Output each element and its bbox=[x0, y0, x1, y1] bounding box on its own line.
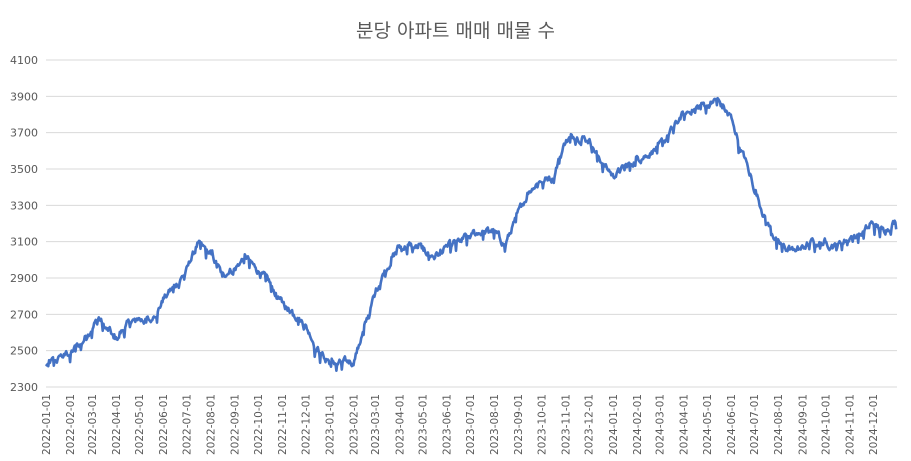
x-tick-label: 2024-06-01 bbox=[726, 394, 738, 455]
series-layer bbox=[44, 96, 898, 373]
x-tick-label: 2022-11-01 bbox=[277, 394, 289, 455]
x-tick-label: 2022-06-01 bbox=[158, 394, 170, 455]
x-tick-label: 2023-09-01 bbox=[513, 394, 525, 455]
chart-title: 분당 아파트 매매 매물 수 bbox=[356, 20, 555, 42]
x-tick-label: 2023-10-01 bbox=[536, 394, 548, 455]
x-tick-label: 2024-07-01 bbox=[749, 394, 761, 455]
x-tick-label: 2023-02-01 bbox=[348, 394, 360, 455]
x-tick-label: 2024-01-01 bbox=[608, 394, 620, 455]
x-tick-label: 2024-11-01 bbox=[845, 394, 857, 455]
x-tick-label: 2024-12-01 bbox=[868, 394, 880, 455]
x-tick-label: 2022-02-01 bbox=[65, 394, 77, 455]
x-tick-label: 2022-07-01 bbox=[182, 394, 194, 455]
x-tick-label: 2022-12-01 bbox=[300, 394, 312, 455]
x-tick-label: 2022-04-01 bbox=[111, 394, 123, 455]
y-tick-label: 2300 bbox=[10, 381, 38, 394]
x-tick-label: 2023-04-01 bbox=[394, 394, 406, 455]
x-axis-ticks: 2022-01-01 2022-02-01 2022-03-01 2022-04-01… bbox=[41, 394, 880, 455]
series-line bbox=[44, 96, 898, 373]
y-tick-label: 4100 bbox=[10, 54, 38, 67]
x-tick-label: 2022-10-01 bbox=[253, 394, 265, 455]
x-tick-label: 2022-09-01 bbox=[230, 394, 242, 455]
x-tick-label: 2023-08-01 bbox=[489, 394, 501, 455]
x-tick-label: 2024-02-01 bbox=[632, 394, 644, 455]
y-tick-label: 3700 bbox=[10, 127, 38, 140]
x-tick-label: 2023-12-01 bbox=[584, 394, 596, 455]
x-tick-label: 2024-03-01 bbox=[654, 394, 666, 455]
x-tick-label: 2024-10-01 bbox=[821, 394, 833, 455]
y-tick-label: 2700 bbox=[10, 308, 38, 321]
y-tick-label: 3100 bbox=[10, 236, 38, 249]
grid-lines bbox=[46, 59, 897, 388]
x-tick-label: 2023-01-01 bbox=[324, 394, 336, 455]
x-tick-label: 2024-08-01 bbox=[773, 394, 785, 455]
x-tick-label: 2023-05-01 bbox=[418, 394, 430, 455]
y-tick-label: 2900 bbox=[10, 272, 38, 285]
x-tick-label: 2023-07-01 bbox=[465, 394, 477, 455]
y-tick-label: 3500 bbox=[10, 163, 38, 176]
x-tick-label: 2022-08-01 bbox=[206, 394, 218, 455]
y-axis-ticks: 2300 2500 2700 2900 3100 3300 3500 3700 3900 4100 bbox=[10, 54, 38, 394]
y-tick-label: 3300 bbox=[10, 199, 38, 212]
x-tick-label: 2024-05-01 bbox=[702, 394, 714, 455]
x-tick-label: 2022-03-01 bbox=[87, 394, 99, 455]
x-tick-label: 2022-05-01 bbox=[134, 394, 146, 455]
x-tick-label: 2024-04-01 bbox=[678, 394, 690, 455]
x-tick-label: 2023-11-01 bbox=[560, 394, 572, 455]
x-tick-label: 2023-06-01 bbox=[442, 394, 454, 455]
x-tick-label: 2024-09-01 bbox=[797, 394, 809, 455]
x-tick-label: 2022-01-01 bbox=[41, 394, 53, 455]
y-tick-label: 3900 bbox=[10, 90, 38, 103]
y-tick-label: 2500 bbox=[10, 345, 38, 358]
x-tick-label: 2023-03-01 bbox=[370, 394, 382, 455]
